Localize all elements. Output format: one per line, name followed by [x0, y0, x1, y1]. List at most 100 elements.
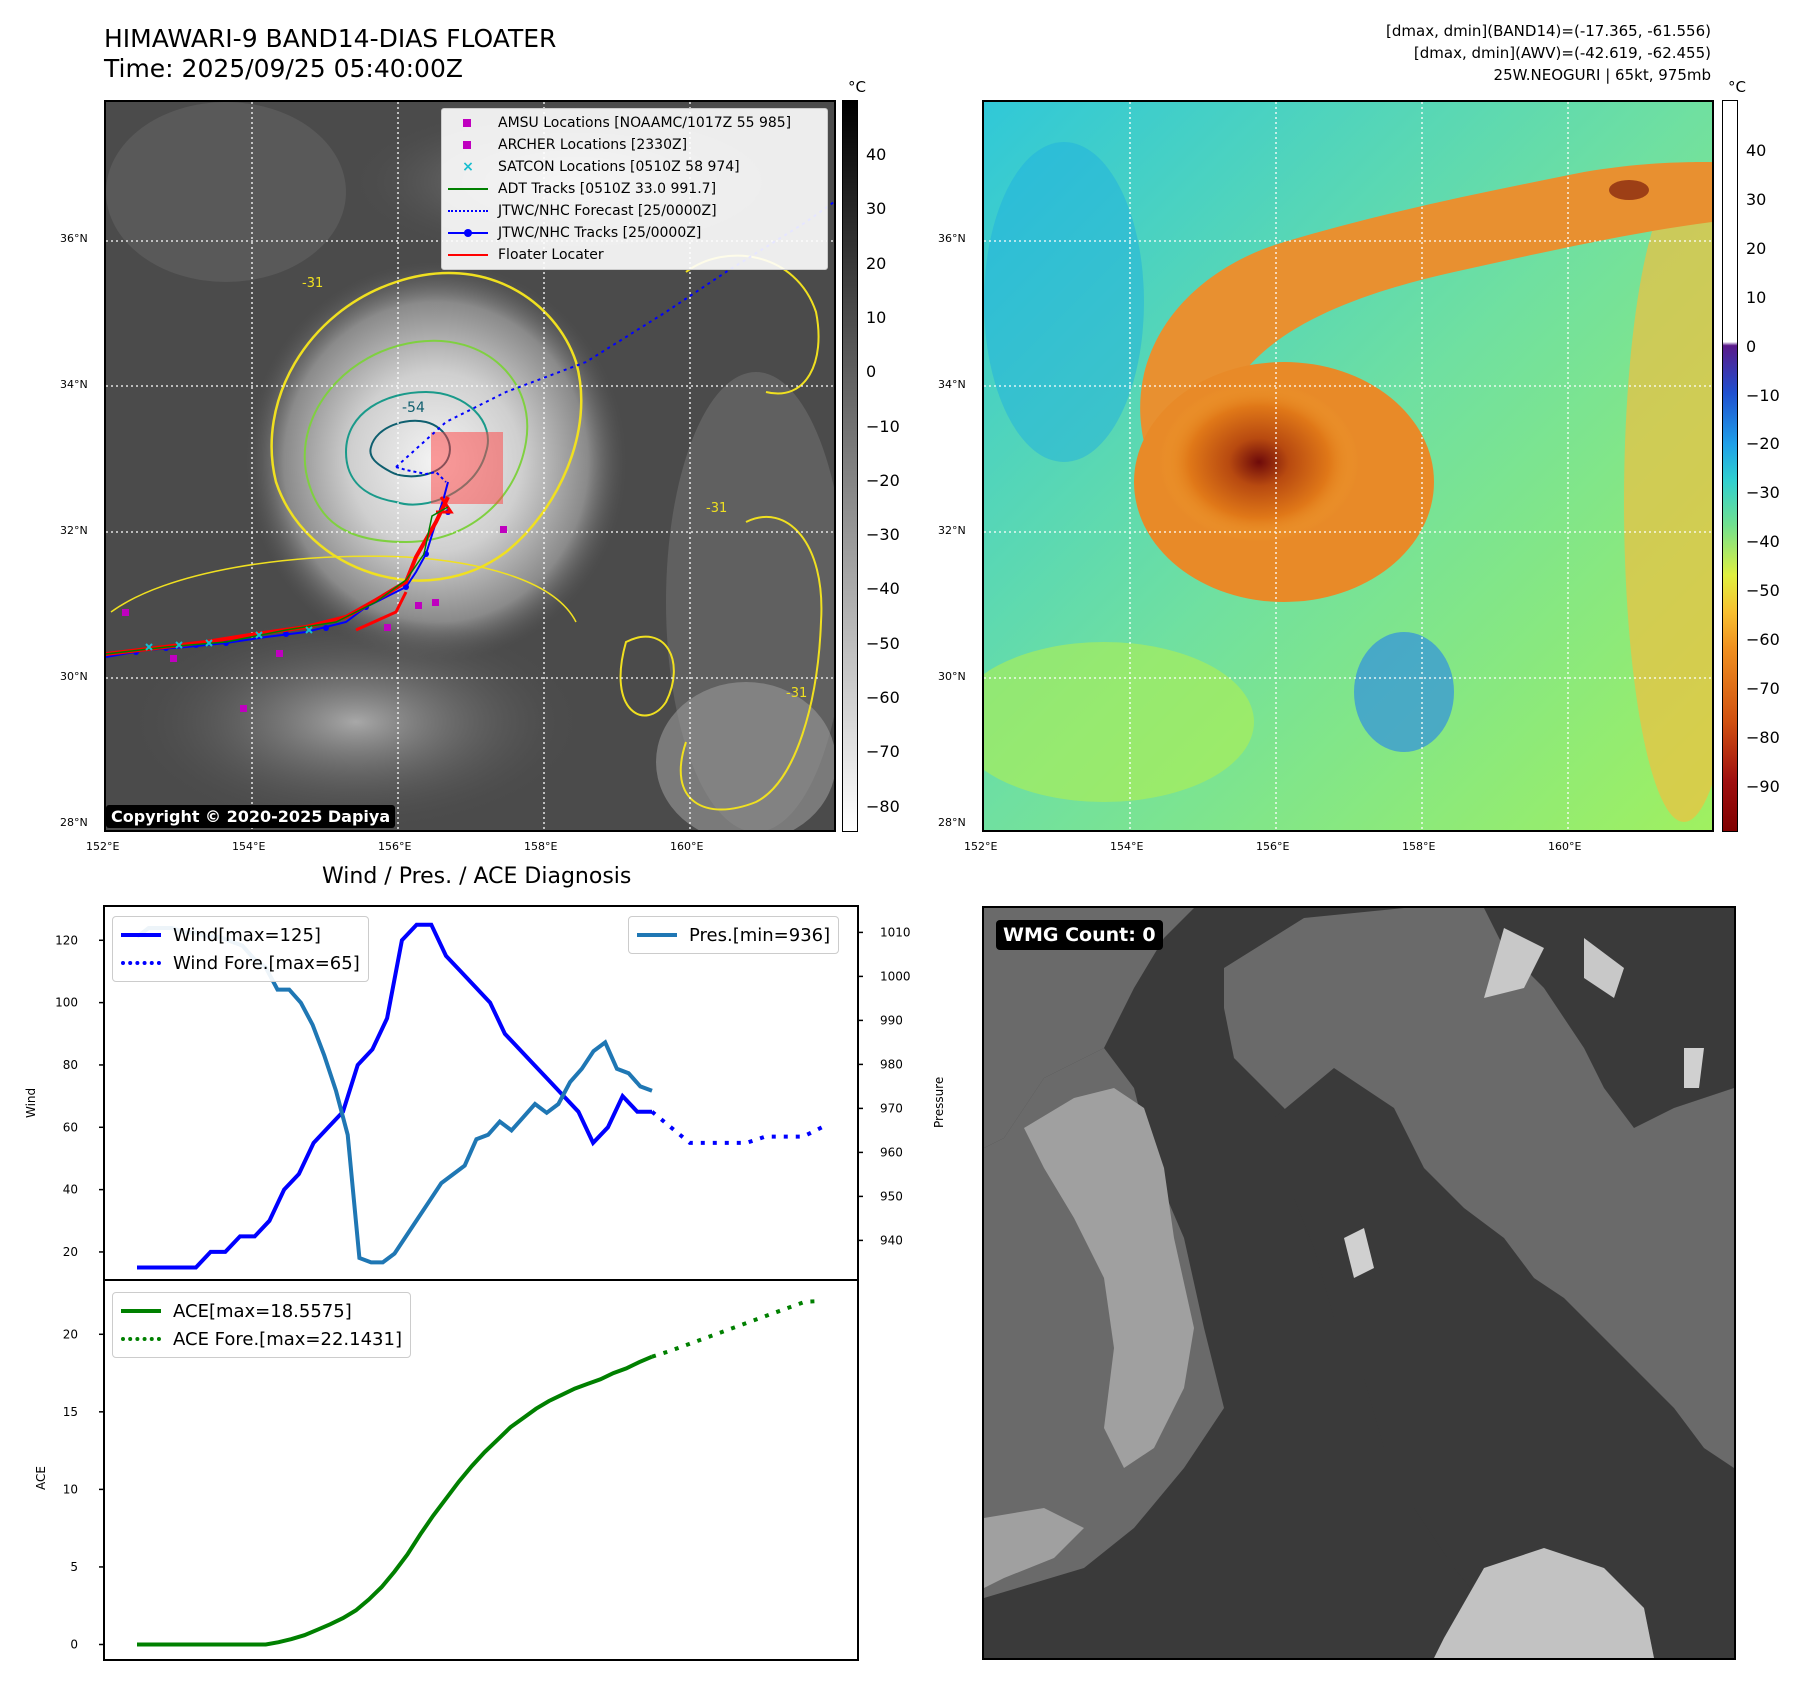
- pressure-tick-label: 1000: [880, 969, 911, 983]
- lat-label: 32°N: [938, 524, 966, 537]
- pressure-tick-label: 990: [880, 1013, 903, 1027]
- wind-tick-label: 120: [55, 933, 78, 947]
- info-storm: 25W.NEOGURI | 65kt, 975mb: [1493, 66, 1711, 84]
- line-dot-icon: [448, 227, 488, 239]
- wind-forecast-line: [650, 1110, 823, 1145]
- solid-line-icon: [121, 933, 161, 937]
- solid-line-icon: [121, 1309, 161, 1313]
- colorbar-tick: 40: [866, 145, 887, 164]
- colorbar-tick: −30: [866, 525, 900, 545]
- legend-item-jtwc-tracks: JTWC/NHC Tracks [25/0000Z]: [448, 222, 821, 244]
- pressure-legend: Pres.[min=936]: [628, 916, 840, 954]
- colorbar-tick: −80: [866, 796, 900, 816]
- lon-label: 160°E: [670, 840, 704, 853]
- lon-label: 158°E: [524, 840, 558, 853]
- legend-item-satcon: × SATCON Locations [0510Z 58 974]: [448, 156, 821, 178]
- lon-label: 156°E: [378, 840, 412, 853]
- pressure-tick-label: 970: [880, 1101, 903, 1115]
- lat-label: 28°N: [60, 816, 88, 829]
- contour-label: -31: [786, 686, 807, 701]
- contour-label: -31: [706, 501, 727, 516]
- colorbar-unit: °C: [1728, 78, 1746, 96]
- colorbar-tick: −80: [1746, 727, 1780, 747]
- wind-tick-label: 80: [63, 1058, 78, 1072]
- legend-item-ace: ACE[max=18.5575]: [121, 1297, 402, 1325]
- pressure-tick-label: 960: [880, 1145, 903, 1159]
- colorbar-right: [1722, 100, 1738, 832]
- colorbar-tick: −90: [1746, 776, 1780, 796]
- lon-label: 152°E: [86, 840, 120, 853]
- colorbar-tick: 30: [1746, 189, 1767, 209]
- colorbar-tick: 40: [1746, 141, 1767, 160]
- legend-item-pressure: Pres.[min=936]: [637, 921, 830, 949]
- lat-label: 36°N: [60, 232, 88, 245]
- colorbar-tick: 30: [866, 199, 887, 219]
- wind-tick-label: 60: [63, 1120, 78, 1134]
- ir-map-panel: -31 -54 -31 -31 AMSU Locations [NOAAMC/1…: [104, 100, 836, 832]
- lat-label: 30°N: [938, 670, 966, 683]
- lon-label: 152°E: [964, 840, 998, 853]
- colorbar-tick: −10: [866, 416, 900, 436]
- legend-item-adt: ADT Tracks [0510Z 33.0 991.7]: [448, 178, 821, 200]
- wind-series-line: [137, 922, 652, 1270]
- legend-item-wind-forecast: Wind Fore.[max=65]: [121, 949, 360, 977]
- colorbar-tick: −50: [866, 633, 900, 653]
- wmg-count-label: WMG Count: 0: [996, 920, 1163, 950]
- figure-time: Time: 2025/09/25 05:40:00Z: [104, 54, 463, 83]
- contour-label: -31: [302, 276, 323, 291]
- wind-axis-label: Wind: [24, 1087, 38, 1118]
- wmg-image: [984, 908, 1734, 1658]
- ace-tick-label: 10: [63, 1482, 78, 1496]
- wind-tick-label: 100: [55, 996, 78, 1010]
- colorbar-tick: −20: [866, 470, 900, 490]
- colorbar-tick: −10: [1746, 385, 1780, 405]
- lat-label: 28°N: [938, 816, 966, 829]
- ace-axis-label: ACE: [34, 1466, 48, 1490]
- pressure-tick-label: 1010: [880, 925, 911, 939]
- ace-tick-label: 20: [63, 1327, 78, 1341]
- pressure-tick-label: 940: [880, 1233, 903, 1247]
- colorbar-tick: −60: [866, 688, 900, 707]
- info-band14: [dmax, dmin](BAND14)=(-17.365, -61.556): [1386, 22, 1711, 40]
- map-legend: AMSU Locations [NOAAMC/1017Z 55 985] ARC…: [441, 108, 828, 270]
- info-awv: [dmax, dmin](AWV)=(-42.619, -62.455): [1413, 44, 1711, 62]
- wind-legend: Wind[max=125] Wind Fore.[max=65]: [112, 916, 369, 982]
- legend-item-ace-forecast: ACE Fore.[max=22.1431]: [121, 1325, 402, 1353]
- ace-axes-frame: [103, 1279, 859, 1661]
- lon-label: 160°E: [1548, 840, 1582, 853]
- colorbar-tick: 0: [866, 362, 877, 382]
- awv-map-panel: [982, 100, 1714, 832]
- colorbar-tick: 10: [1746, 287, 1767, 307]
- colorbar-tick: −50: [1746, 581, 1780, 601]
- dotted-line-icon: [121, 1337, 161, 1341]
- figure-title: HIMAWARI-9 BAND14-DIAS FLOATER: [104, 24, 557, 53]
- colorbar-tick: 0: [1746, 336, 1757, 356]
- pressure-tick-label: 950: [880, 1189, 903, 1203]
- wind-tick-label: 40: [63, 1183, 78, 1197]
- lon-label: 154°E: [232, 840, 266, 853]
- line-marker-icon: [448, 183, 488, 195]
- square-marker-icon: [448, 139, 488, 151]
- lat-label: 32°N: [60, 524, 88, 537]
- wind-tick-label: 20: [63, 1245, 78, 1259]
- ace-tick-label: 5: [70, 1560, 78, 1574]
- ace-forecast-line: [651, 1299, 823, 1359]
- colorbar-tick: −60: [1746, 630, 1780, 649]
- legend-item-wind: Wind[max=125]: [121, 921, 360, 949]
- pressure-axis-label: Pressure: [932, 1076, 946, 1128]
- lon-label: 158°E: [1402, 840, 1436, 853]
- colorbar-tick: 20: [866, 253, 887, 273]
- colorbar-tick: −70: [866, 742, 900, 762]
- lat-label: 30°N: [60, 670, 88, 683]
- lon-label: 156°E: [1256, 840, 1290, 853]
- legend-item-floater: Floater Locater: [448, 244, 821, 266]
- square-marker-icon: [448, 117, 488, 129]
- lat-label: 36°N: [938, 232, 966, 245]
- colorbar-tick: 20: [1746, 238, 1767, 258]
- solid-line-icon: [637, 933, 677, 937]
- chart-title: Wind / Pres. / ACE Diagnosis: [322, 864, 632, 889]
- line-marker-icon: [448, 249, 488, 261]
- lat-label: 34°N: [60, 378, 88, 391]
- colorbar-tick: −40: [1746, 532, 1780, 552]
- pressure-tick-label: 980: [880, 1057, 903, 1071]
